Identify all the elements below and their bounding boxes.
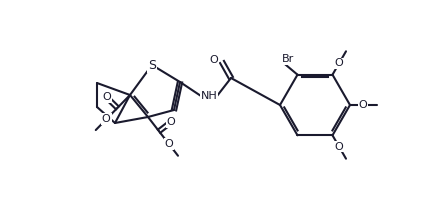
Text: O: O: [334, 59, 343, 68]
Text: O: O: [359, 100, 367, 110]
Text: Br: Br: [282, 54, 295, 64]
Text: S: S: [148, 59, 156, 72]
Text: O: O: [334, 141, 343, 152]
Text: O: O: [102, 92, 111, 102]
Text: O: O: [164, 139, 173, 149]
Text: O: O: [167, 117, 175, 127]
Text: O: O: [210, 55, 218, 65]
Text: NH: NH: [201, 91, 217, 101]
Text: O: O: [102, 114, 110, 124]
